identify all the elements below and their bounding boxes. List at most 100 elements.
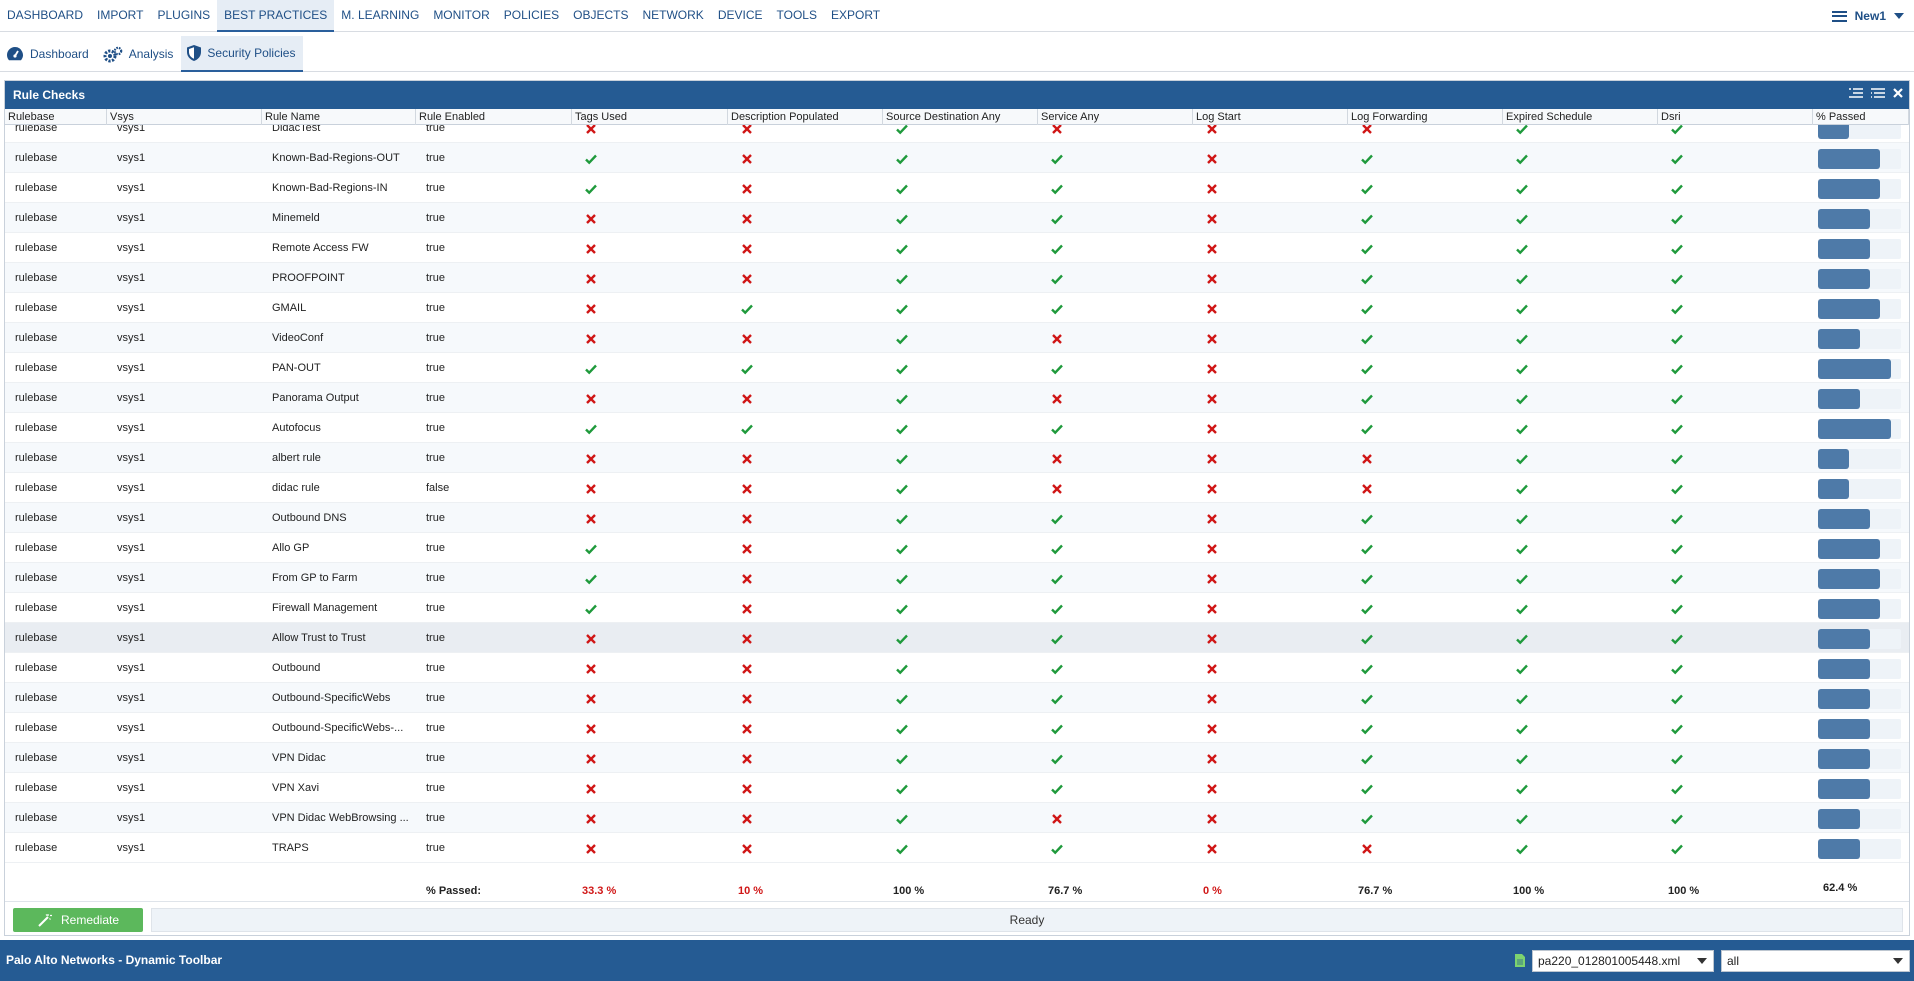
table-row[interactable]: rulebase vsys1 Panorama Output true [5, 383, 1909, 413]
close-icon[interactable] [1893, 87, 1903, 101]
table-row[interactable]: rulebase vsys1 VPN Didac WebBrowsing ... tr… [5, 803, 1909, 833]
cell-rulebase: rulebase [15, 482, 58, 494]
nav-objects[interactable]: OBJECTS [573, 8, 629, 22]
column-header-source-destination-any[interactable]: Source Destination Any [883, 109, 1038, 125]
table-row[interactable]: rulebase vsys1 Allo GP true [5, 533, 1909, 563]
cell-rule-name: VPN Didac WebBrowsing ... [272, 812, 409, 824]
collapse-icon[interactable] [1849, 87, 1863, 101]
tab-security-policies[interactable]: Security Policies [181, 36, 304, 72]
passed-progress-fill [1818, 449, 1849, 469]
remediate-button[interactable]: Remediate [13, 908, 143, 932]
column-header-log-start[interactable]: Log Start [1193, 109, 1348, 125]
table-row[interactable]: rulebase vsys1 Outbound-SpecificWebs true [5, 683, 1909, 713]
nav-device[interactable]: DEVICE [717, 8, 763, 22]
check-icon [1051, 843, 1063, 855]
table-row[interactable]: rulebase vsys1 Outbound DNS true [5, 503, 1909, 533]
column-header-service-any[interactable]: Service Any [1038, 109, 1193, 125]
nav-export[interactable]: EXPORT [830, 8, 881, 22]
cross-icon [741, 153, 753, 165]
columns-icon[interactable] [1871, 87, 1885, 101]
check-icon [896, 543, 908, 555]
passed-progress-bar [1818, 719, 1901, 739]
check-icon [1051, 303, 1063, 315]
table-row[interactable]: rulebase vsys1 didac rule false [5, 473, 1909, 503]
table-row[interactable]: rulebase vsys1 Remote Access FW true [5, 233, 1909, 263]
table-row[interactable]: rulebase vsys1 Autofocus true [5, 413, 1909, 443]
cell-rule-name: Panorama Output [272, 392, 359, 404]
table-row[interactable]: rulebase vsys1 TRAPS true [5, 833, 1909, 863]
column-header-tags-used[interactable]: Tags Used [572, 109, 728, 125]
table-row[interactable]: rulebase vsys1 albert rule true [5, 443, 1909, 473]
cell-rule-name: VPN Didac [272, 752, 326, 764]
passed-progress-bar [1818, 779, 1901, 799]
column-header-log-forwarding[interactable]: Log Forwarding [1348, 109, 1503, 125]
nav-policies[interactable]: POLICIES [503, 8, 560, 22]
table-row[interactable]: rulebase vsys1 PAN-OUT true [5, 353, 1909, 383]
cross-icon [585, 273, 597, 285]
column-header-expired-schedule[interactable]: Expired Schedule [1503, 109, 1658, 125]
table-row[interactable]: rulebase vsys1 VideoConf true [5, 323, 1909, 353]
cross-icon [1051, 333, 1063, 345]
table-row[interactable]: rulebase vsys1 GMAIL true [5, 293, 1909, 323]
check-icon [741, 303, 753, 315]
table-row[interactable]: rulebase vsys1 Allow Trust to Trust true [5, 623, 1909, 653]
cross-icon [741, 453, 753, 465]
table-row[interactable]: rulebase vsys1 Outbound true [5, 653, 1909, 683]
filter-select[interactable]: all [1721, 950, 1910, 972]
column-header-passed[interactable]: % Passed [1813, 109, 1909, 125]
tab-label: Security Policies [207, 46, 296, 60]
cell-rule-enabled: true [426, 632, 445, 644]
table-row[interactable]: rulebase vsys1 Firewall Management true [5, 593, 1909, 623]
table-row[interactable]: rulebase vsys1 DidacTest true [5, 125, 1909, 143]
cell-rule-enabled: true [426, 602, 445, 614]
table-body[interactable]: rulebase vsys1 DidacTest true rulebase vsys1 K… [5, 125, 1909, 879]
check-icon [1671, 693, 1683, 705]
nav-plugins[interactable]: PLUGINS [157, 8, 211, 22]
cell-vsys: vsys1 [117, 632, 146, 644]
nav-best-practices[interactable]: BEST PRACTICES [217, 0, 335, 32]
user-menu[interactable]: New1 [1831, 0, 1904, 32]
toolbar-title: Palo Alto Networks - Dynamic Toolbar [6, 953, 223, 967]
check-icon [1516, 513, 1528, 525]
column-header-dsri[interactable]: Dsri [1658, 109, 1813, 125]
check-icon [896, 483, 908, 495]
cell-rule-enabled: true [426, 542, 445, 554]
column-header-vsys[interactable]: Vsys [107, 109, 262, 125]
check-icon [1051, 753, 1063, 765]
file-icon [1515, 954, 1525, 967]
column-header-rulebase[interactable]: Rulebase [5, 109, 107, 125]
table-row[interactable]: rulebase vsys1 VPN Xavi true [5, 773, 1909, 803]
column-header-rule-enabled[interactable]: Rule Enabled [416, 109, 572, 125]
column-header-description-populated[interactable]: Description Populated [728, 109, 883, 125]
cell-rulebase: rulebase [15, 722, 58, 734]
cross-icon [741, 783, 753, 795]
table-row[interactable]: rulebase vsys1 PROOFPOINT true [5, 263, 1909, 293]
table-row[interactable]: rulebase vsys1 Known-Bad-Regions-IN true [5, 173, 1909, 203]
cell-rule-name: Known-Bad-Regions-IN [272, 182, 388, 194]
file-select[interactable]: pa220_012801005448.xml [1532, 950, 1714, 972]
passed-progress-bar [1818, 509, 1901, 529]
check-icon [1516, 723, 1528, 735]
nav-tools[interactable]: TOOLS [776, 8, 817, 22]
passed-progress-fill [1818, 479, 1849, 499]
nav-dashboard[interactable]: DASHBOARD [7, 8, 84, 22]
cell-rulebase: rulebase [15, 242, 58, 254]
check-icon [1671, 573, 1683, 585]
check-icon [1361, 663, 1373, 675]
check-icon [1361, 303, 1373, 315]
cross-icon [585, 693, 597, 705]
table-row[interactable]: rulebase vsys1 Minemeld true [5, 203, 1909, 233]
table-row[interactable]: rulebase vsys1 Outbound-SpecificWebs-... tr… [5, 713, 1909, 743]
table-row[interactable]: rulebase vsys1 VPN Didac true [5, 743, 1909, 773]
column-header-rule-name[interactable]: Rule Name [262, 109, 416, 125]
cross-icon [741, 633, 753, 645]
table-row[interactable]: rulebase vsys1 From GP to Farm true [5, 563, 1909, 593]
cross-icon [585, 333, 597, 345]
nav-network[interactable]: NETWORK [642, 8, 704, 22]
nav-monitor[interactable]: MONITOR [433, 8, 490, 22]
nav-m-learning[interactable]: M. LEARNING [341, 8, 420, 22]
tab-dashboard[interactable]: Dashboard [0, 36, 97, 72]
nav-import[interactable]: IMPORT [97, 8, 144, 22]
tab-analysis[interactable]: Analysis [97, 36, 182, 72]
table-row[interactable]: rulebase vsys1 Known-Bad-Regions-OUT true [5, 143, 1909, 173]
